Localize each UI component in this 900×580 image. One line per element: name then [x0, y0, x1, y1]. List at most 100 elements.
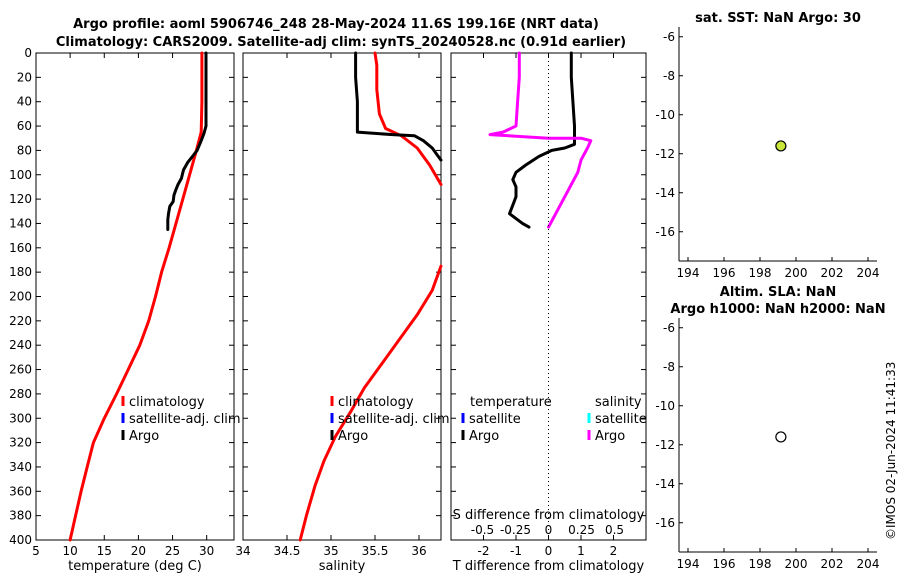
temperature-ytick-label: 120 [9, 192, 32, 206]
sst-map-ytick-label: -12 [655, 147, 675, 161]
diff-temperature-legend-label-0: satellite [469, 412, 521, 427]
salinity-legend-label-2: Argo [338, 429, 368, 444]
temperature-ytick-label: 260 [9, 363, 32, 377]
temperature-panel: 5 10 15 20 25 3002040608010012014016018020022… [9, 46, 241, 574]
temperature-ytick-label: 280 [9, 387, 32, 401]
sst-map-xtick-label: 202 [821, 266, 844, 280]
temperature-xtick-label: 15 [97, 544, 112, 558]
differences-xtick-label: 0 [545, 544, 553, 558]
salinity-xtick-label: 34 [235, 544, 250, 558]
temperature-ytick-label: 240 [9, 338, 32, 352]
temperature-legend-label-2: Argo [129, 429, 159, 444]
temperature-ytick-label: 160 [9, 241, 32, 255]
sst-map-ytick-label: -8 [663, 69, 675, 83]
sla-map-title-0: Altim. SLA: NaN [720, 285, 836, 300]
temperature-ytick-label: 400 [9, 533, 32, 547]
sst-map-xtick-label: 196 [713, 266, 736, 280]
sst-map-title-0: sat. SST: NaN Argo: 30 [695, 11, 861, 26]
differences-series-line-0 [508, 51, 576, 229]
salinity-series-line-2 [354, 51, 443, 162]
salinity-diff-tick-label: 0 [545, 523, 553, 537]
temperature-ytick-label: 360 [9, 484, 32, 498]
temperature-ytick-label: 80 [17, 143, 32, 157]
temperature-ytick-label: 220 [9, 314, 32, 328]
main-title-line-2: Climatology: CARS2009. Satellite-adj cli… [56, 35, 626, 50]
difference-panel: -2 -1 0 1 2T difference from climatology S di… [450, 51, 647, 574]
differences-xtick-label: -2 [478, 544, 490, 558]
temperature-ytick-label: 20 [17, 70, 32, 84]
temperature-ytick-label: 200 [9, 290, 32, 304]
salinity-panel: 34 34.5 35 35.5 36 salinity climatology satelli… [235, 51, 450, 574]
sla-map-ytick-label: -10 [655, 399, 675, 413]
temperature-ytick-label: 0 [24, 46, 32, 60]
temperature-xtick-label: 10 [62, 544, 77, 558]
sla-map-ytick-label: -6 [663, 321, 675, 335]
temperature-ytick-label: 180 [9, 265, 32, 279]
diff-salinity-legend-label-1: Argo [595, 429, 625, 444]
sla-map-xtick-label: 194 [677, 557, 700, 571]
main-title-line-1: Argo profile: aoml 5906746_248 28-May-20… [73, 17, 599, 32]
salinity-diff-axis-label: S difference from climatology [453, 508, 645, 523]
sla-map-panel: 194 196 198 200 202 204 -6 -8 -10 -12 -14 -16 Altim.… [655, 285, 885, 571]
temperature-ytick-label: 60 [17, 119, 32, 133]
temperature-xtick-label: 30 [199, 544, 214, 558]
sst-map-xtick-label: 200 [785, 266, 808, 280]
salinity-legend-label-0: climatology [338, 395, 414, 410]
timestamp-label: ©IMOS 02-Jun-2024 11:41:33 [884, 362, 898, 540]
sla-map-xtick-label: 200 [785, 557, 808, 571]
differences-xtick-label: 2 [610, 544, 618, 558]
sst-map-xtick-label: 204 [857, 266, 880, 280]
sla-map-ytick-label: -12 [655, 438, 675, 452]
temperature-ytick-label: 340 [9, 460, 32, 474]
temperature-series-line-1 [166, 51, 208, 231]
salinity-xtick-label: 35.5 [362, 544, 389, 558]
sst-map-xtick-label: 194 [677, 266, 700, 280]
temperature-xtick-label: 5 [32, 544, 40, 558]
temperature-ytick-label: 140 [9, 216, 32, 230]
differences-x-axis-label: T difference from climatology [452, 559, 645, 574]
sst-map-panel: 194 196 198 200 202 204 -6 -8 -10 -12 -14 -16 sat. S… [655, 11, 879, 280]
salinity-series-line-0 [373, 51, 443, 186]
sst-map-ytick-label: -10 [655, 108, 675, 122]
sla-map-xtick-label: 196 [713, 557, 736, 571]
salinity-xtick-label: 34.5 [274, 544, 301, 558]
temperature-ytick-label: 300 [9, 411, 32, 425]
salinity-diff-tick-label: 0.25 [568, 523, 595, 537]
temperature-ytick-label: 380 [9, 509, 32, 523]
salinity-xtick-label: 35 [323, 544, 338, 558]
salinity-series-line-1 [298, 264, 443, 542]
differences-series-line-1 [488, 51, 593, 229]
differences-xtick-label: -1 [510, 544, 522, 558]
salinity-diff-tick-label: 0.5 [605, 523, 624, 537]
salinity-xtick-label: 36 [411, 544, 426, 558]
sla-map-xtick-label: 204 [857, 557, 880, 571]
sst-map-ytick-label: -16 [655, 225, 675, 239]
temperature-xtick-label: 20 [131, 544, 146, 558]
sst-map-ytick-label: -6 [663, 30, 675, 44]
temperature-ytick-label: 320 [9, 436, 32, 450]
sla-map-ytick-label: -14 [655, 477, 675, 491]
temperature-xtick-label: 25 [165, 544, 180, 558]
diff-salinity-legend-label-0: satellite [595, 412, 647, 427]
temperature-ytick-label: 100 [9, 168, 32, 182]
sla-map-xtick-label: 202 [821, 557, 844, 571]
temperature-legend-label-0: climatology [129, 395, 205, 410]
sst-map-ytick-label: -14 [655, 186, 675, 200]
sst-map-xtick-label: 198 [749, 266, 772, 280]
diff-legend-temperature-head: temperature [470, 395, 552, 410]
sla-map-ytick-label: -8 [663, 360, 675, 374]
salinity-diff-tick-label: -0.25 [500, 523, 531, 537]
sla-map-title-1: Argo h1000: NaN h2000: NaN [670, 302, 885, 317]
differences-xtick-label: 1 [577, 544, 585, 558]
salinity-diff-tick-label: -0.5 [471, 523, 494, 537]
temperature-ytick-label: 40 [17, 95, 32, 109]
salinity-legend-label-1: satellite-adj. clim [338, 412, 450, 427]
temperature-legend-label-1: satellite-adj. clim [129, 412, 241, 427]
temperature-series-line-0 [68, 51, 204, 542]
diff-legend-salinity-head: salinity [595, 395, 642, 410]
temperature-x-axis-label: temperature (deg C) [68, 559, 202, 574]
salinity-axes-frame [242, 52, 442, 541]
sla-map-ytick-label: -16 [655, 516, 675, 530]
salinity-x-axis-label: salinity [319, 559, 366, 574]
